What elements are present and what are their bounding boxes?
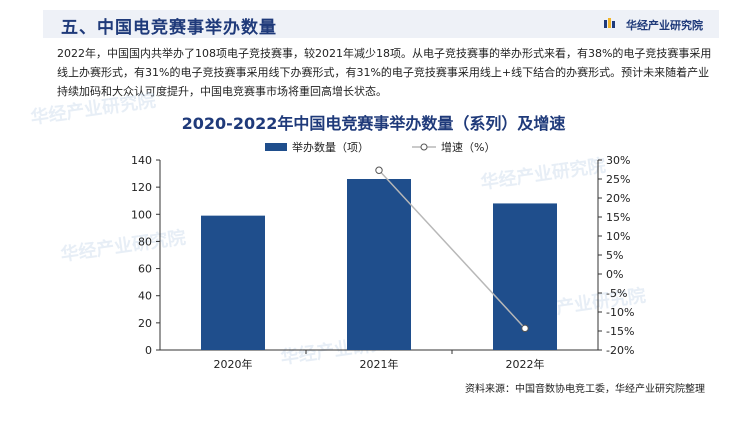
y-right-tick-label: 15% [606,211,630,224]
source-note: 资料来源：中国音数协电竞工委，华经产业研究院整理 [465,384,705,395]
y-right-tick-label: 0% [606,268,623,281]
y-left-tick-label: 40 [138,290,152,303]
y-left-tick-label: 0 [145,344,152,357]
y-left-tick-label: 80 [138,235,152,248]
growth-point [521,324,529,333]
y-right-tick-label: -5% [606,287,627,300]
y-right-tick-label: 25% [606,173,630,186]
y-left-tick-label: 60 [138,263,152,276]
y-right-tick-label: 10% [606,230,630,243]
y-right-tick-label: 30% [606,154,630,167]
bar [347,179,411,350]
legend-label-bar: 举办数量（项） [292,140,369,154]
growth-line [378,169,526,329]
y-left-tick-label: 120 [131,181,152,194]
legend-swatch-bar [265,143,287,151]
section-title: 五、中国电竞赛事举办数量 [61,18,277,38]
x-tick-label: 2020年 [214,357,253,371]
section-header: 五、中国电竞赛事举办数量 华经产业研究院 [43,10,719,38]
y-right-tick-label: -10% [606,306,634,319]
y-right-tick-label: -15% [606,325,634,338]
y-left-tick-label: 100 [131,208,152,221]
brand-name: 华经产业研究院 [626,19,703,32]
x-tick-label: 2021年 [360,357,399,371]
y-left-tick-label: 140 [131,154,152,167]
bar [201,215,265,350]
summary-paragraph: 2022年，中国国内共举办了108项电子竞技赛事，较2021年减少18项。从电子… [57,47,712,98]
y-left-tick-label: 20 [138,317,152,330]
y-right-tick-label: 20% [606,192,630,205]
legend-label-line: 增速（%） [441,140,495,154]
chart-title: 2020-2022年中国电竞赛事举办数量（系列）及增速 [181,114,566,133]
brand-logo-icon [604,18,615,28]
growth-point [375,166,383,174]
legend-marker-line [420,143,428,151]
y-right-tick-label: -20% [606,344,634,357]
y-right-tick-label: 5% [606,249,623,262]
x-tick-label: 2022年 [506,357,545,371]
